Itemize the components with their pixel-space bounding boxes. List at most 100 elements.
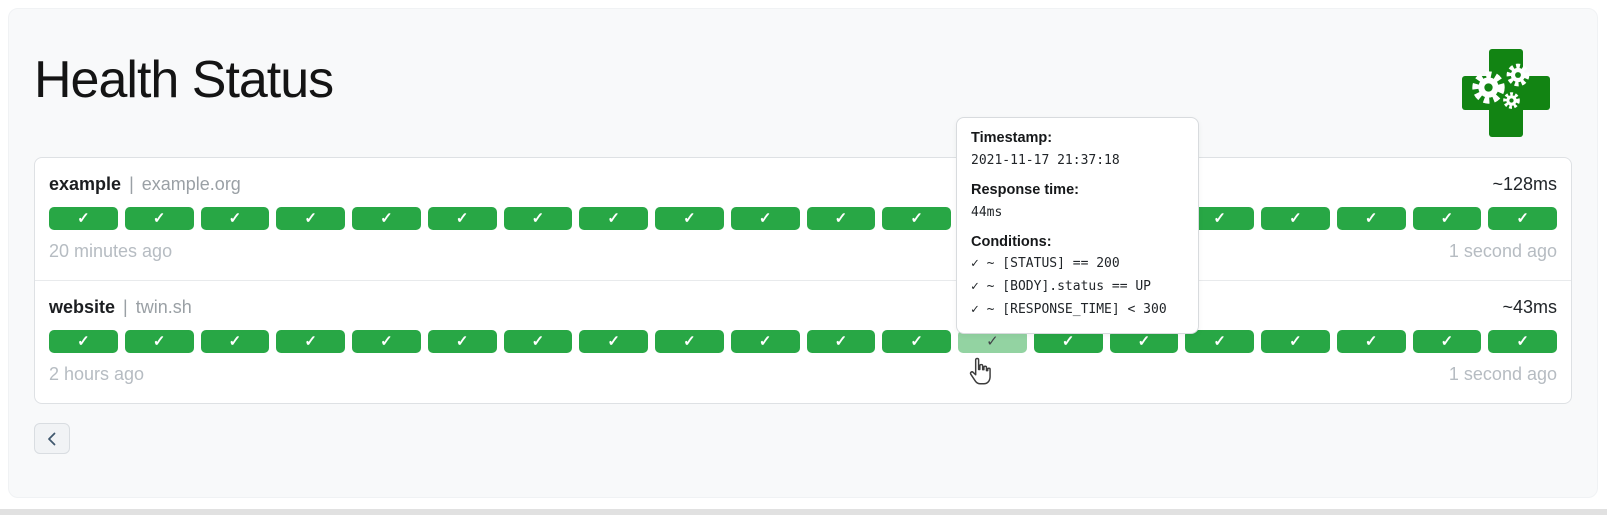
health-check-bar[interactable]: ✓ bbox=[655, 330, 724, 354]
health-check-bar[interactable]: ✓ bbox=[427, 207, 497, 231]
health-check-bar[interactable]: ✓ bbox=[730, 330, 800, 354]
service-title: website | twin.sh bbox=[49, 294, 192, 320]
condition-line: ✓ ~ [RESPONSE_TIME] < 300 bbox=[971, 302, 1167, 317]
health-check-bar[interactable]: ✓ bbox=[503, 330, 573, 354]
health-check-bar[interactable]: ✓ bbox=[49, 330, 118, 354]
service-row-website: website | twin.sh ~43ms ✓ ✓ ✓ ✓ ✓ ✓ ✓ ✓ ✓ ✓ ✓ ✓ ✓ ✓ ✓ ✓… bbox=[35, 280, 1571, 403]
gear-icon bbox=[1506, 63, 1530, 87]
service-row-example: example | example.org ~128ms ✓ ✓ ✓ ✓ ✓ ✓ ✓ ✓ ✓ ✓ ✓… bbox=[35, 158, 1571, 280]
health-check-bar[interactable]: ✓ bbox=[655, 207, 724, 231]
health-check-bar[interactable]: ✓ bbox=[503, 207, 573, 231]
check-icon: ✓ bbox=[1516, 333, 1529, 351]
health-check-bar[interactable]: ✓ bbox=[1185, 207, 1254, 231]
service-name: example bbox=[49, 174, 122, 195]
check-icon: ✓ bbox=[1440, 210, 1454, 228]
check-icon: ✓ bbox=[607, 333, 620, 351]
tooltip-timestamp-value: 2021-11-17 21:37:18 bbox=[971, 153, 1120, 168]
service-host: example.org bbox=[141, 174, 241, 195]
check-icon: ✓ bbox=[1364, 333, 1378, 351]
gear-icon bbox=[1472, 71, 1505, 104]
check-icon: ✓ bbox=[986, 333, 999, 351]
health-check-bar[interactable]: ✓ bbox=[352, 207, 421, 231]
check-icon: ✓ bbox=[455, 210, 469, 228]
check-icon: ✓ bbox=[380, 210, 393, 228]
pagination bbox=[34, 423, 1572, 455]
horizontal-scrollbar[interactable] bbox=[0, 509, 1607, 515]
health-check-bar[interactable]: ✓ bbox=[427, 330, 497, 354]
health-check-bar[interactable]: ✓ bbox=[1109, 330, 1179, 354]
service-host: twin.sh bbox=[135, 297, 192, 318]
health-check-bar[interactable]: ✓ bbox=[1412, 330, 1482, 354]
check-icon: ✓ bbox=[228, 210, 242, 228]
health-check-bar[interactable]: ✓ bbox=[200, 330, 270, 354]
check-icon: ✓ bbox=[1440, 333, 1454, 351]
condition-line: ✓ ~ [BODY].status == UP bbox=[971, 279, 1152, 294]
check-icon: ✓ bbox=[77, 210, 90, 228]
health-bars: ✓ ✓ ✓ ✓ ✓ ✓ ✓ ✓ ✓ ✓ ✓ ✓ ✓ ✓ ✓ ✓ ✓ ✓ ✓ ✓ bbox=[49, 330, 1557, 354]
service-title: example | example.org bbox=[49, 171, 241, 197]
check-icon: ✓ bbox=[1364, 210, 1378, 228]
service-avg-response-time: ~128ms bbox=[1492, 174, 1557, 195]
health-check-bar[interactable]: ✓ bbox=[579, 207, 648, 231]
tooltip-timestamp-label: Timestamp: bbox=[971, 130, 1053, 146]
health-bars: ✓✓✓✓✓✓✓✓✓✓✓✓✓✓✓✓✓✓✓✓ bbox=[49, 207, 1557, 231]
check-icon: ✓ bbox=[1137, 333, 1151, 351]
health-check-bar[interactable]: ✓ bbox=[124, 207, 194, 231]
health-check-bar[interactable]: ✓ bbox=[200, 207, 270, 231]
newest-result-time: 1 second ago bbox=[1448, 364, 1557, 385]
health-check-bar[interactable]: ✓ bbox=[1336, 207, 1406, 231]
oldest-result-time: 2 hours ago bbox=[49, 364, 145, 385]
health-check-bar[interactable]: ✓ bbox=[806, 207, 876, 231]
health-check-bar[interactable]: ✓ bbox=[49, 207, 118, 231]
check-icon: ✓ bbox=[1213, 333, 1226, 351]
health-check-bar[interactable]: ✓ bbox=[276, 330, 345, 354]
health-check-bar[interactable]: ✓ bbox=[124, 330, 194, 354]
check-icon: ✓ bbox=[1289, 333, 1302, 351]
service-name: website bbox=[49, 297, 116, 318]
health-check-bar[interactable]: ✓ bbox=[806, 330, 876, 354]
health-check-bar[interactable]: ✓ bbox=[1336, 330, 1406, 354]
check-icon: ✓ bbox=[304, 210, 317, 228]
health-check-bar[interactable]: ✓ bbox=[579, 330, 648, 354]
check-icon: ✓ bbox=[455, 333, 469, 351]
check-icon: ✓ bbox=[1061, 333, 1075, 351]
service-time-range: 2 hours ago 1 second ago bbox=[49, 362, 1557, 386]
health-check-bar[interactable]: ✓ bbox=[1488, 330, 1557, 354]
health-check-bar[interactable]: ✓ bbox=[1185, 330, 1254, 354]
services-container: example | example.org ~128ms ✓ ✓ ✓ ✓ ✓ ✓ ✓ ✓ ✓ ✓ ✓… bbox=[34, 157, 1572, 405]
check-icon: ✓ bbox=[1213, 210, 1226, 228]
newest-result-time: 1 second ago bbox=[1448, 241, 1557, 262]
service-avg-response-time: ~43ms bbox=[1502, 297, 1557, 318]
health-check-bar[interactable]: ✓ bbox=[730, 207, 800, 231]
health-check-bar[interactable]: ✓ bbox=[1033, 330, 1103, 354]
check-icon: ✓ bbox=[910, 333, 923, 351]
chevron-left-icon bbox=[48, 432, 56, 446]
check-icon: ✓ bbox=[380, 333, 393, 351]
gatus-logo bbox=[1462, 49, 1550, 137]
check-icon: ✓ bbox=[531, 333, 545, 351]
health-check-bar[interactable]: ✓ bbox=[882, 207, 951, 231]
check-icon: ✓ bbox=[152, 333, 166, 351]
health-check-bar[interactable]: ✓ bbox=[1488, 207, 1557, 231]
health-check-bar[interactable]: ✓ bbox=[1261, 330, 1330, 354]
check-icon: ✓ bbox=[834, 210, 848, 228]
tooltip-response-time-value: 44ms bbox=[971, 205, 1003, 220]
health-check-bar[interactable]: ✓ bbox=[352, 330, 421, 354]
tooltip-conditions-list: ✓ ~ [STATUS] == 200 ✓ ~ [BODY].status == … bbox=[971, 252, 1184, 321]
service-name-separator: | bbox=[129, 174, 134, 195]
health-check-bar[interactable]: ✓ bbox=[1261, 207, 1330, 231]
health-check-bar[interactable]: ✓ bbox=[882, 330, 951, 354]
page-title: Health Status bbox=[34, 51, 334, 109]
check-icon: ✓ bbox=[910, 210, 923, 228]
health-check-bar[interactable]: ✓ bbox=[1412, 207, 1482, 231]
check-icon: ✓ bbox=[1289, 210, 1302, 228]
health-check-bar[interactable]: ✓ bbox=[276, 207, 345, 231]
check-icon: ✓ bbox=[531, 210, 545, 228]
check-icon: ✓ bbox=[228, 333, 242, 351]
service-name-separator: | bbox=[123, 297, 128, 318]
check-icon: ✓ bbox=[758, 333, 772, 351]
previous-page-button[interactable] bbox=[34, 423, 70, 455]
service-row-header: example | example.org ~128ms bbox=[49, 171, 1557, 197]
health-check-bar[interactable]: ✓ bbox=[958, 330, 1027, 354]
check-icon: ✓ bbox=[152, 210, 166, 228]
